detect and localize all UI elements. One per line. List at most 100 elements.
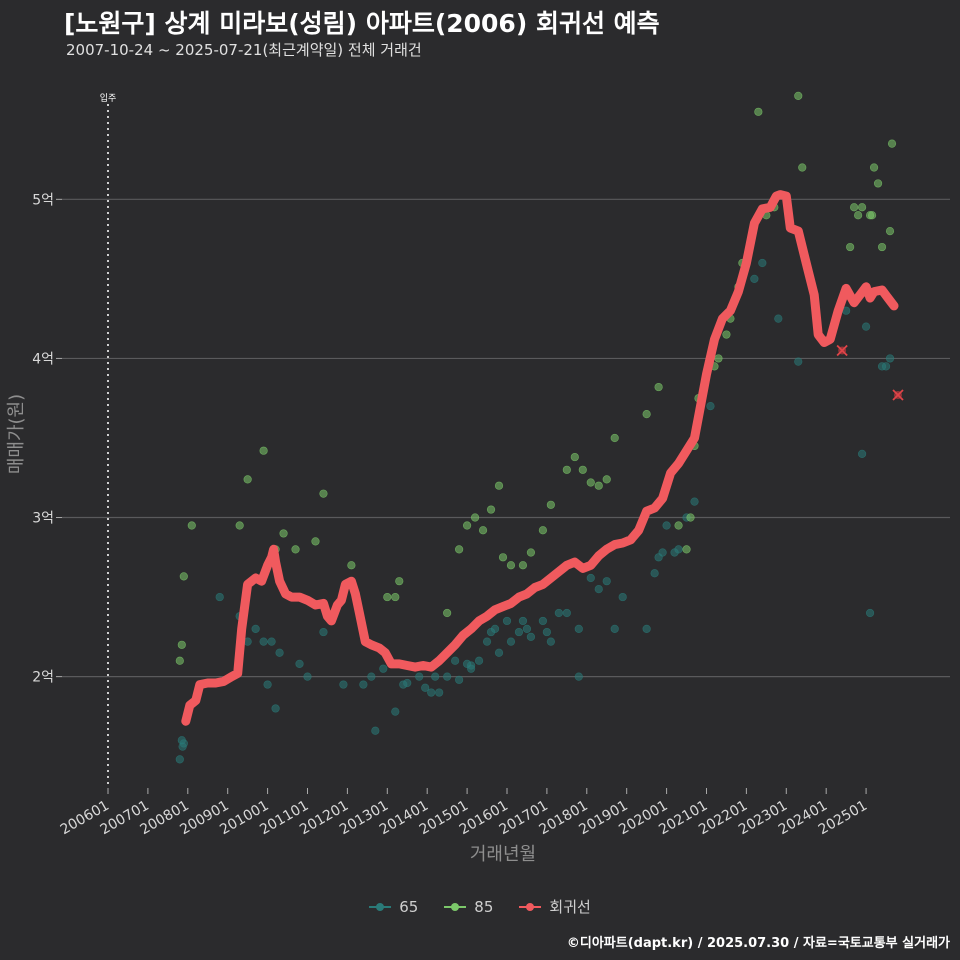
data-point-85-1 (177, 640, 186, 649)
data-point-85-26 (526, 548, 536, 557)
series-85 (175, 91, 897, 665)
data-point-65-74 (857, 449, 867, 458)
data-point-65-59 (642, 624, 651, 633)
data-point-85-25 (518, 561, 528, 570)
legend-label-85: 85 (474, 897, 494, 916)
data-point-65-63 (662, 521, 671, 530)
data-point-85-13 (383, 592, 392, 602)
move-in-label: 입주 (100, 92, 117, 104)
legend-label-65: 65 (399, 897, 419, 916)
data-point-65-14 (295, 659, 304, 669)
data-point-65-62 (658, 548, 667, 557)
data-point-65-37 (482, 637, 492, 646)
legend-item-regression: 회귀선 (519, 896, 591, 917)
data-point-65-43 (514, 627, 524, 637)
data-point-65-68 (706, 402, 715, 411)
data-point-65-46 (526, 632, 536, 641)
data-point-85-30 (570, 452, 579, 462)
data-point-85-53 (798, 163, 807, 172)
data-point-85-10 (311, 537, 320, 546)
data-point-85-17 (455, 545, 464, 554)
data-point-85-31 (578, 465, 587, 474)
data-point-65-5 (215, 592, 224, 602)
data-point-85-15 (395, 577, 404, 586)
data-point-85-62 (877, 242, 887, 252)
page-subtitle: 2007-10-24 ~ 2025-07-21(최근계약일) 전체 거래건 (66, 41, 422, 59)
data-point-65-52 (574, 672, 583, 681)
data-point-65-26 (421, 683, 430, 692)
legend-key-65 (369, 900, 392, 914)
data-point-65-15 (303, 672, 312, 681)
data-point-85-54 (846, 242, 855, 252)
data-point-85-16 (443, 608, 452, 618)
data-point-65-54 (586, 573, 595, 583)
data-point-85-33 (594, 481, 603, 490)
data-point-85-61 (873, 179, 883, 188)
data-point-65-31 (451, 656, 460, 665)
data-point-85-24 (506, 561, 516, 570)
data-point-85-35 (610, 433, 619, 443)
data-point-65-48 (542, 627, 551, 637)
data-point-65-39 (490, 624, 500, 633)
data-point-65-12 (271, 704, 280, 713)
data-point-85-37 (654, 382, 663, 392)
data-point-85-49 (754, 107, 763, 116)
data-point-85-3 (187, 521, 196, 530)
data-point-85-23 (498, 553, 508, 562)
prediction-marker-1 (892, 389, 904, 401)
legend-label-regression: 회귀선 (549, 898, 591, 916)
data-point-85-29 (562, 465, 571, 474)
data-point-65-32 (455, 675, 464, 684)
legend-item-85: 85 (444, 896, 493, 917)
regression-line (181, 190, 899, 726)
data-point-85-57 (857, 203, 867, 212)
data-point-65-20 (371, 726, 380, 735)
data-point-65-70 (758, 258, 767, 268)
data-point-85-64 (887, 139, 897, 148)
data-point-65-35 (466, 661, 476, 670)
data-point-85-12 (347, 561, 356, 570)
data-point-65-10 (263, 680, 272, 689)
data-point-85-60 (869, 163, 879, 172)
data-point-65-13 (275, 648, 284, 657)
data-point-65-69 (750, 274, 759, 283)
data-point-65-65 (674, 545, 683, 554)
data-point-65-60 (650, 569, 659, 578)
x-axis-title: 거래년월 (470, 844, 536, 865)
data-point-65-71 (774, 314, 783, 323)
data-point-65-0 (175, 755, 184, 764)
prediction-cross-b-0 (836, 344, 848, 357)
data-point-85-56 (854, 211, 863, 220)
data-point-85-11 (319, 489, 328, 498)
data-point-85-8 (279, 529, 288, 538)
data-point-65-42 (506, 637, 516, 646)
data-point-65-18 (359, 680, 368, 689)
y-tick-label-4: 4억 (32, 351, 54, 367)
data-point-85-6 (259, 446, 268, 455)
data-point-85-0 (175, 656, 184, 665)
data-point-65-3 (179, 739, 188, 748)
chart-legend: 65 85 회귀선 (0, 896, 960, 917)
data-point-85-28 (546, 500, 555, 509)
data-point-85-34 (602, 475, 611, 484)
data-point-65-19 (367, 672, 376, 681)
data-point-85-20 (478, 526, 488, 535)
data-point-85-63 (885, 227, 895, 236)
data-point-85-14 (391, 592, 400, 602)
data-point-65-72 (794, 357, 803, 366)
data-point-65-57 (610, 624, 619, 633)
data-point-85-18 (462, 521, 472, 530)
data-point-65-40 (494, 648, 504, 657)
legend-key-regression (519, 900, 542, 914)
data-point-65-49 (546, 637, 555, 646)
data-point-65-8 (251, 624, 260, 633)
data-point-65-50 (554, 608, 563, 618)
data-point-65-30 (443, 672, 452, 681)
data-point-65-16 (319, 627, 328, 637)
data-point-65-44 (518, 616, 528, 626)
data-point-65-51 (562, 608, 571, 618)
series-65 (175, 258, 895, 764)
data-point-85-36 (642, 410, 651, 419)
data-point-85-52 (794, 91, 803, 101)
